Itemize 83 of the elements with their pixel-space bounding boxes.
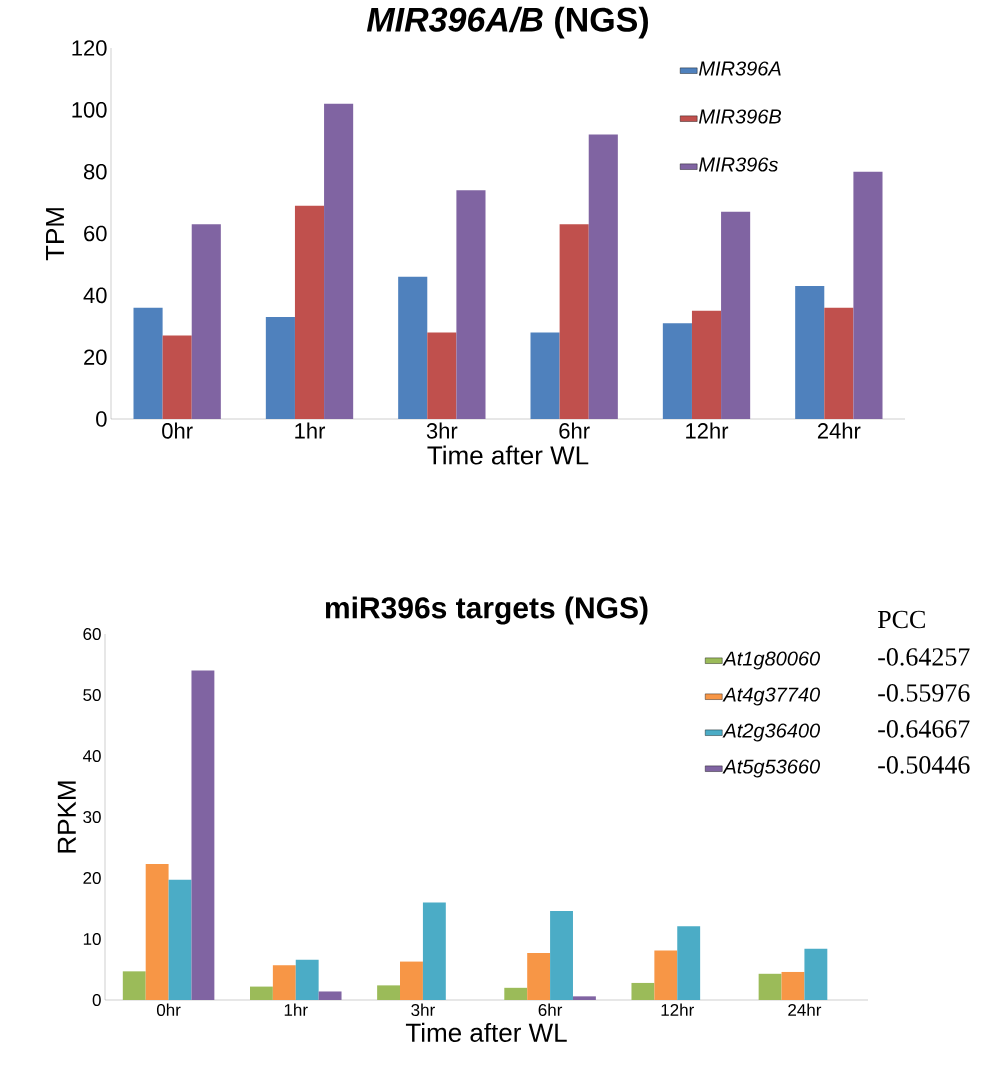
legend-label: At1g80060 (722, 651, 821, 670)
bar (427, 332, 457, 420)
bar (758, 973, 782, 1001)
bar (422, 902, 446, 1001)
bar (122, 971, 146, 1001)
x-axis-title: Time after WL (405, 1022, 567, 1042)
bar (168, 879, 192, 1001)
legend-label: At2g36400 (722, 723, 821, 742)
x-tick-label: 12hr (686, 422, 729, 439)
bar (795, 286, 825, 420)
y-axis-title: RPKM (57, 781, 76, 853)
text: PCC (877, 610, 925, 629)
legend-label: At4g37740 (722, 687, 821, 706)
x-tick-label: 3hr (411, 1003, 435, 1017)
bar (781, 971, 805, 1001)
y-axis-title: TPM (46, 208, 64, 261)
text: -0.64257 (878, 648, 970, 666)
bar (162, 335, 192, 420)
x-tick-label: 6hr (559, 422, 590, 439)
bar (145, 863, 169, 1001)
chart-title: miR396s targets (NGS) (325, 596, 648, 625)
y-tick-label: 100 (72, 102, 107, 118)
x-tick-label: 0hr (162, 422, 193, 439)
bar (191, 224, 221, 420)
bar (804, 948, 828, 1001)
bar (654, 950, 678, 1001)
bar (324, 103, 354, 420)
y-tick-label: 40 (83, 287, 107, 304)
bar (559, 224, 589, 420)
legend-label: MIR396B (699, 109, 782, 124)
y-tick-label: 60 (84, 225, 107, 242)
x-tick-label: 3hr (426, 422, 458, 439)
bar (721, 211, 751, 420)
bar (272, 965, 296, 1001)
x-tick-label: 24hr (817, 422, 861, 439)
y-tick-label: 40 (82, 749, 101, 763)
bar (631, 982, 655, 1001)
y-tick-label: 30 (83, 810, 101, 824)
x-tick-label: 12hr (661, 1003, 694, 1016)
bar (824, 307, 854, 420)
bar (550, 910, 573, 1001)
y-tick-label: 20 (84, 349, 107, 365)
bar (691, 310, 722, 420)
bar (504, 987, 528, 1001)
legend-label: MIR396A (699, 61, 781, 76)
y-tick-label: 120 (72, 40, 107, 56)
bar (530, 332, 560, 420)
y-tick-label: 10 (83, 932, 101, 946)
bar (294, 205, 325, 420)
x-tick-label: 24hr (788, 1003, 822, 1016)
x-tick-label: 1hr (284, 1003, 308, 1016)
y-tick-label: 60 (83, 627, 101, 641)
bar (133, 307, 163, 420)
y-tick-label: 0 (96, 411, 107, 427)
bar (572, 996, 596, 1001)
bar (662, 323, 692, 420)
y-tick-label: 20 (83, 871, 101, 885)
bar (318, 991, 342, 1001)
x-tick-label: 6hr (538, 1003, 563, 1017)
chart-title: MIR396A/B (NGS) (366, 6, 648, 39)
bar (377, 985, 401, 1001)
bar (400, 961, 423, 1001)
bar (398, 276, 428, 420)
bar (191, 670, 215, 1001)
bar (456, 190, 486, 420)
bar (677, 926, 701, 1001)
bar (249, 986, 273, 1001)
x-tick-label: 1hr (295, 422, 326, 439)
bar (295, 959, 319, 1001)
y-tick-label: 80 (83, 163, 107, 180)
bar (588, 134, 618, 420)
text: -0.50446 (878, 756, 970, 774)
text: -0.55976 (878, 684, 970, 702)
x-tick-label: 0hr (156, 1003, 181, 1017)
x-axis-title: Time after WL (427, 445, 589, 465)
y-tick-label: 50 (83, 688, 101, 702)
text: -0.64667 (878, 720, 970, 738)
legend-label: MIR396s (699, 157, 779, 172)
bar (853, 171, 883, 420)
bar (265, 316, 295, 420)
y-tick-label: 0 (92, 993, 101, 1007)
bar (527, 953, 551, 1001)
legend-label: At5g53660 (722, 759, 821, 778)
